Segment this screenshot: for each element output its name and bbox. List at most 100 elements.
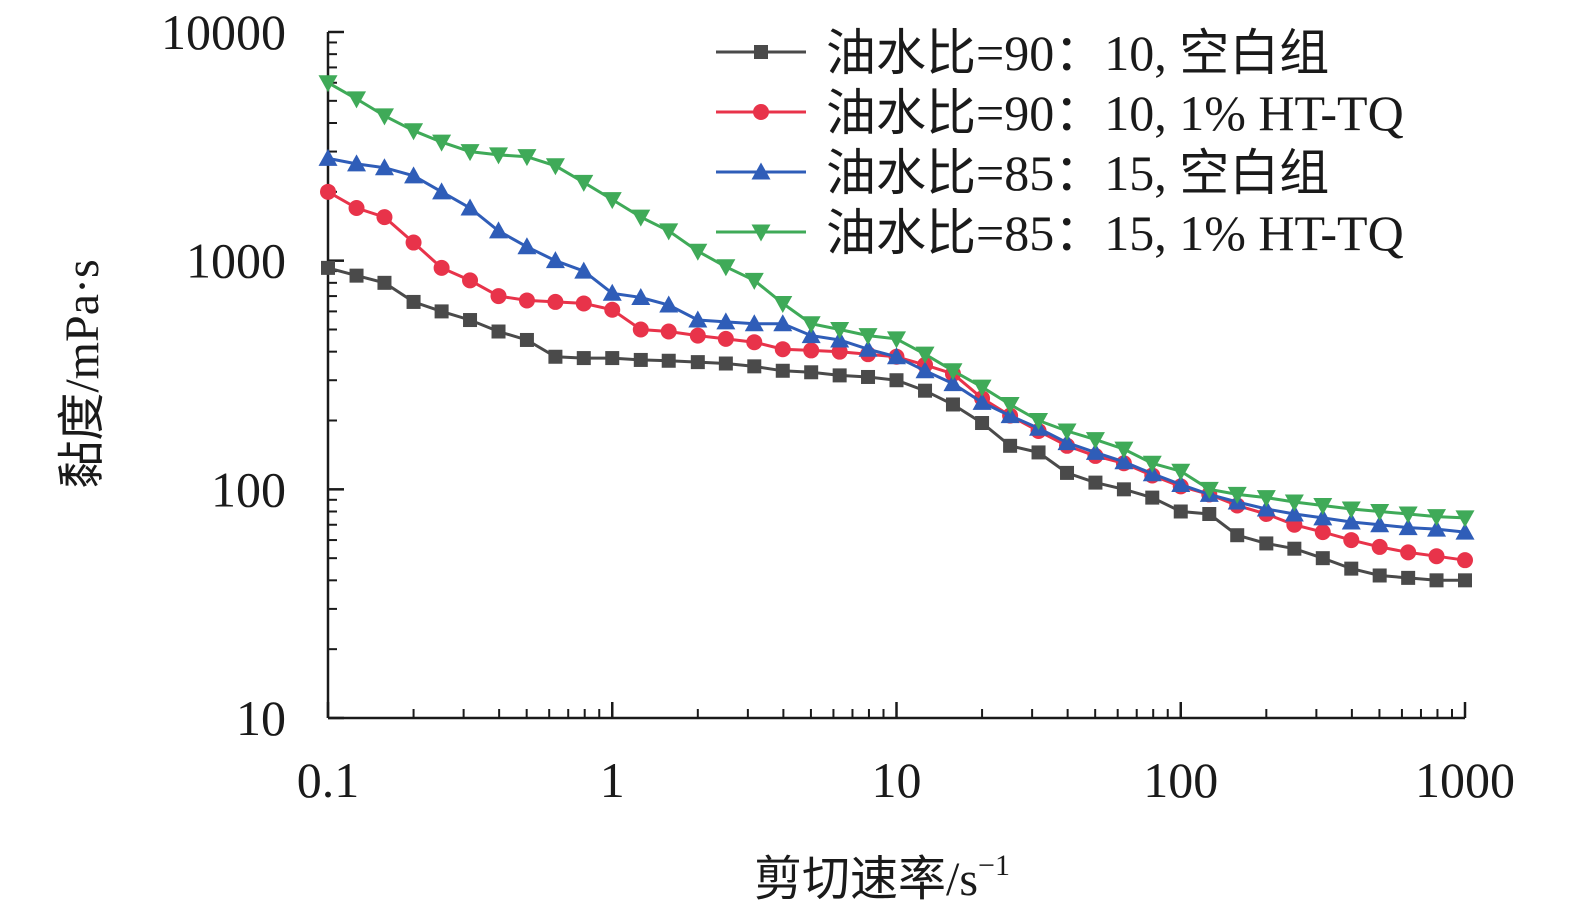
series-1-line (327, 266, 1465, 582)
data-point (432, 134, 452, 152)
series-layer (318, 75, 1475, 588)
data-point (975, 416, 990, 431)
data-point (1370, 503, 1390, 521)
legend-label: 油水比=85：15, 1% HT-TQ (826, 205, 1404, 261)
data-point (1313, 508, 1333, 526)
axes: 10 100 1000 10000 0.1 1 10 100 1000 (161, 4, 1515, 808)
data-point (861, 369, 876, 384)
data-point (1171, 463, 1191, 481)
legend-entry-1: 油水比=90：10, 空白组 (716, 25, 1329, 81)
data-point (744, 272, 764, 290)
data-point (633, 352, 648, 367)
data-point (604, 301, 621, 318)
data-point (1427, 519, 1447, 537)
data-point (690, 355, 705, 370)
data-point (1031, 445, 1046, 460)
data-point (460, 144, 480, 162)
data-point (659, 223, 679, 241)
x-tick-label: 100 (1143, 752, 1218, 808)
data-point (318, 75, 338, 93)
data-point (518, 292, 535, 309)
legend-entry-2: 油水比=90：10, 1% HT-TQ (716, 85, 1404, 141)
data-point (404, 166, 424, 184)
data-point (1341, 512, 1361, 530)
data-point (943, 363, 963, 381)
data-point (1145, 490, 1160, 505)
data-point (517, 237, 537, 255)
data-point (801, 326, 821, 344)
data-point (374, 108, 394, 126)
data-point (1315, 551, 1330, 566)
data-point (545, 158, 565, 176)
legend-marker (754, 45, 768, 59)
data-point (1202, 507, 1217, 522)
data-point (1455, 510, 1475, 528)
data-point (574, 174, 594, 192)
data-point (519, 332, 534, 347)
data-point (1060, 465, 1075, 480)
data-point (747, 359, 762, 374)
data-point (718, 356, 733, 371)
data-point (1401, 570, 1416, 585)
data-point (943, 374, 963, 392)
series-3 (318, 148, 1475, 540)
legend-label: 油水比=90：10, 空白组 (826, 25, 1329, 81)
data-point (716, 312, 736, 330)
data-point (801, 316, 821, 334)
data-point (945, 397, 960, 412)
data-point (716, 259, 736, 277)
data-point (803, 342, 820, 359)
data-point (660, 323, 677, 340)
data-point (489, 147, 509, 165)
data-point (1341, 501, 1361, 519)
data-point (1284, 504, 1304, 522)
data-point (1227, 486, 1247, 504)
data-point (744, 314, 764, 332)
data-point (575, 295, 592, 312)
data-point (1029, 412, 1049, 430)
data-point (1370, 515, 1390, 533)
data-point (717, 330, 734, 347)
data-point (349, 268, 364, 283)
data-point (320, 183, 336, 200)
data-point (1344, 561, 1359, 576)
data-point (1114, 452, 1134, 470)
data-point (1085, 432, 1105, 450)
data-point (1142, 455, 1162, 473)
data-point (517, 149, 537, 167)
legend-label: 油水比=90：10, 1% HT-TQ (826, 85, 1404, 141)
data-point (574, 261, 594, 279)
data-point (1116, 482, 1131, 497)
data-point (1259, 536, 1274, 551)
data-point (804, 365, 819, 380)
data-point (1173, 504, 1188, 519)
data-point (1455, 522, 1475, 540)
x-tick-label: 0.1 (297, 752, 360, 808)
data-point (1400, 544, 1417, 561)
data-point (491, 324, 506, 339)
data-point (1256, 499, 1276, 517)
data-point (688, 243, 708, 261)
data-point (1398, 506, 1418, 524)
data-point (831, 343, 848, 360)
data-point (661, 353, 676, 368)
data-point (605, 351, 620, 366)
data-point (460, 198, 480, 216)
data-point (659, 295, 679, 313)
data-point (915, 346, 935, 364)
data-point (602, 192, 622, 210)
legend-entry-4: 油水比=85：15, 1% HT-TQ (716, 205, 1404, 261)
data-point (318, 148, 338, 166)
y-tick-label: 10 (236, 690, 286, 746)
data-point (347, 91, 367, 109)
x-axis-title: 剪切速率/s−1 (754, 849, 1010, 906)
legend-marker (751, 224, 771, 242)
data-point (433, 259, 450, 276)
data-point (972, 392, 992, 410)
data-point (377, 275, 392, 290)
series-1 (321, 260, 1472, 588)
data-point (631, 288, 651, 306)
data-point (1085, 442, 1105, 460)
data-point (1427, 509, 1447, 527)
data-point (1428, 548, 1445, 565)
